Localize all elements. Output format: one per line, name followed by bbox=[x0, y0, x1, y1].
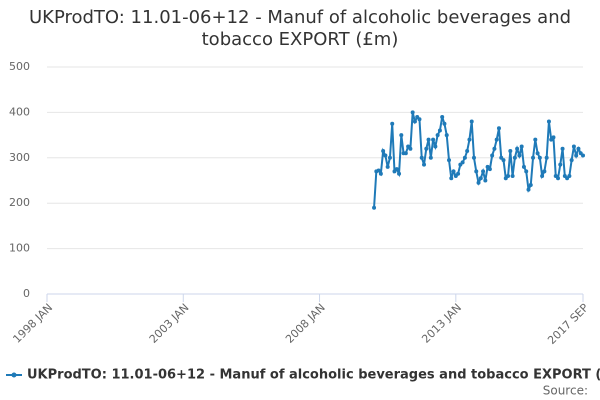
point bbox=[526, 187, 531, 192]
point bbox=[519, 144, 524, 149]
y-tick-label: 300 bbox=[9, 151, 30, 164]
y-tick-label: 500 bbox=[9, 60, 30, 73]
point bbox=[533, 137, 538, 142]
point bbox=[574, 153, 579, 158]
point bbox=[560, 146, 565, 151]
y-tick-label: 0 bbox=[23, 287, 30, 300]
source: Source: bbox=[543, 384, 588, 398]
point bbox=[424, 146, 429, 151]
point bbox=[556, 176, 561, 181]
point bbox=[399, 133, 404, 138]
point bbox=[535, 151, 540, 156]
point bbox=[410, 110, 415, 115]
x-tick-label: 2013 JAN bbox=[419, 301, 464, 346]
point bbox=[422, 162, 427, 167]
point bbox=[483, 178, 488, 183]
x-tick-label: 2017 SEP bbox=[545, 301, 591, 347]
point bbox=[571, 144, 576, 149]
point bbox=[576, 146, 581, 151]
x-tick-label: 1998 JAN bbox=[10, 301, 55, 346]
point bbox=[467, 137, 472, 142]
point bbox=[403, 151, 408, 156]
point bbox=[515, 146, 520, 151]
point bbox=[558, 162, 563, 167]
point bbox=[387, 155, 392, 160]
point bbox=[492, 146, 497, 151]
point bbox=[447, 158, 451, 163]
point bbox=[496, 126, 501, 131]
chart-title: UKProdTO: 11.01-06+12 - Manuf of alcohol… bbox=[29, 7, 571, 28]
point bbox=[490, 153, 495, 158]
point bbox=[440, 114, 445, 119]
point bbox=[394, 167, 399, 172]
y-tick-label: 100 bbox=[9, 242, 30, 255]
point bbox=[471, 155, 476, 160]
point bbox=[444, 133, 449, 138]
point bbox=[381, 148, 386, 153]
y-tick-label: 200 bbox=[9, 196, 30, 209]
x-tick-label: 2008 JAN bbox=[283, 301, 328, 346]
point bbox=[478, 176, 483, 181]
point bbox=[435, 133, 440, 138]
point bbox=[537, 155, 542, 160]
point bbox=[531, 155, 536, 160]
point bbox=[451, 169, 456, 174]
point bbox=[508, 148, 513, 153]
point bbox=[544, 155, 549, 160]
point bbox=[524, 169, 529, 174]
point bbox=[417, 117, 422, 122]
point bbox=[474, 169, 479, 174]
point bbox=[510, 173, 515, 178]
point bbox=[376, 168, 381, 173]
point bbox=[462, 155, 467, 160]
point bbox=[581, 153, 585, 158]
point bbox=[551, 135, 556, 140]
point bbox=[419, 155, 424, 160]
legend-label: UKProdTO: 11.01-06+12 - Manuf of alcohol… bbox=[27, 368, 600, 383]
point bbox=[465, 148, 470, 153]
point bbox=[412, 119, 417, 124]
point bbox=[540, 173, 545, 178]
x-tick-label: 2003 JAN bbox=[147, 301, 192, 346]
point bbox=[383, 153, 388, 158]
point bbox=[528, 183, 533, 188]
point bbox=[372, 205, 377, 210]
point bbox=[437, 128, 442, 133]
point bbox=[501, 158, 506, 163]
point bbox=[456, 171, 461, 176]
point bbox=[431, 137, 436, 142]
point bbox=[517, 153, 522, 158]
point bbox=[426, 137, 431, 142]
point bbox=[567, 173, 572, 178]
point bbox=[460, 160, 465, 165]
legend-symbol bbox=[11, 372, 17, 378]
point bbox=[408, 146, 413, 151]
point bbox=[481, 169, 486, 174]
point bbox=[476, 180, 481, 185]
point bbox=[449, 176, 454, 181]
point bbox=[390, 121, 395, 126]
chart-title: tobacco EXPORT (£m) bbox=[202, 29, 399, 50]
point bbox=[512, 155, 517, 160]
point bbox=[433, 144, 438, 149]
point bbox=[506, 173, 511, 178]
point bbox=[442, 121, 447, 126]
point bbox=[487, 167, 492, 172]
point bbox=[385, 164, 390, 169]
point bbox=[428, 155, 433, 160]
point bbox=[378, 171, 383, 176]
point bbox=[521, 164, 526, 169]
point bbox=[469, 119, 474, 124]
point bbox=[546, 119, 551, 124]
point bbox=[569, 158, 574, 163]
series-line bbox=[373, 112, 584, 208]
point bbox=[494, 137, 499, 142]
y-tick-label: 400 bbox=[9, 105, 30, 118]
point bbox=[397, 171, 402, 176]
point bbox=[542, 169, 547, 174]
